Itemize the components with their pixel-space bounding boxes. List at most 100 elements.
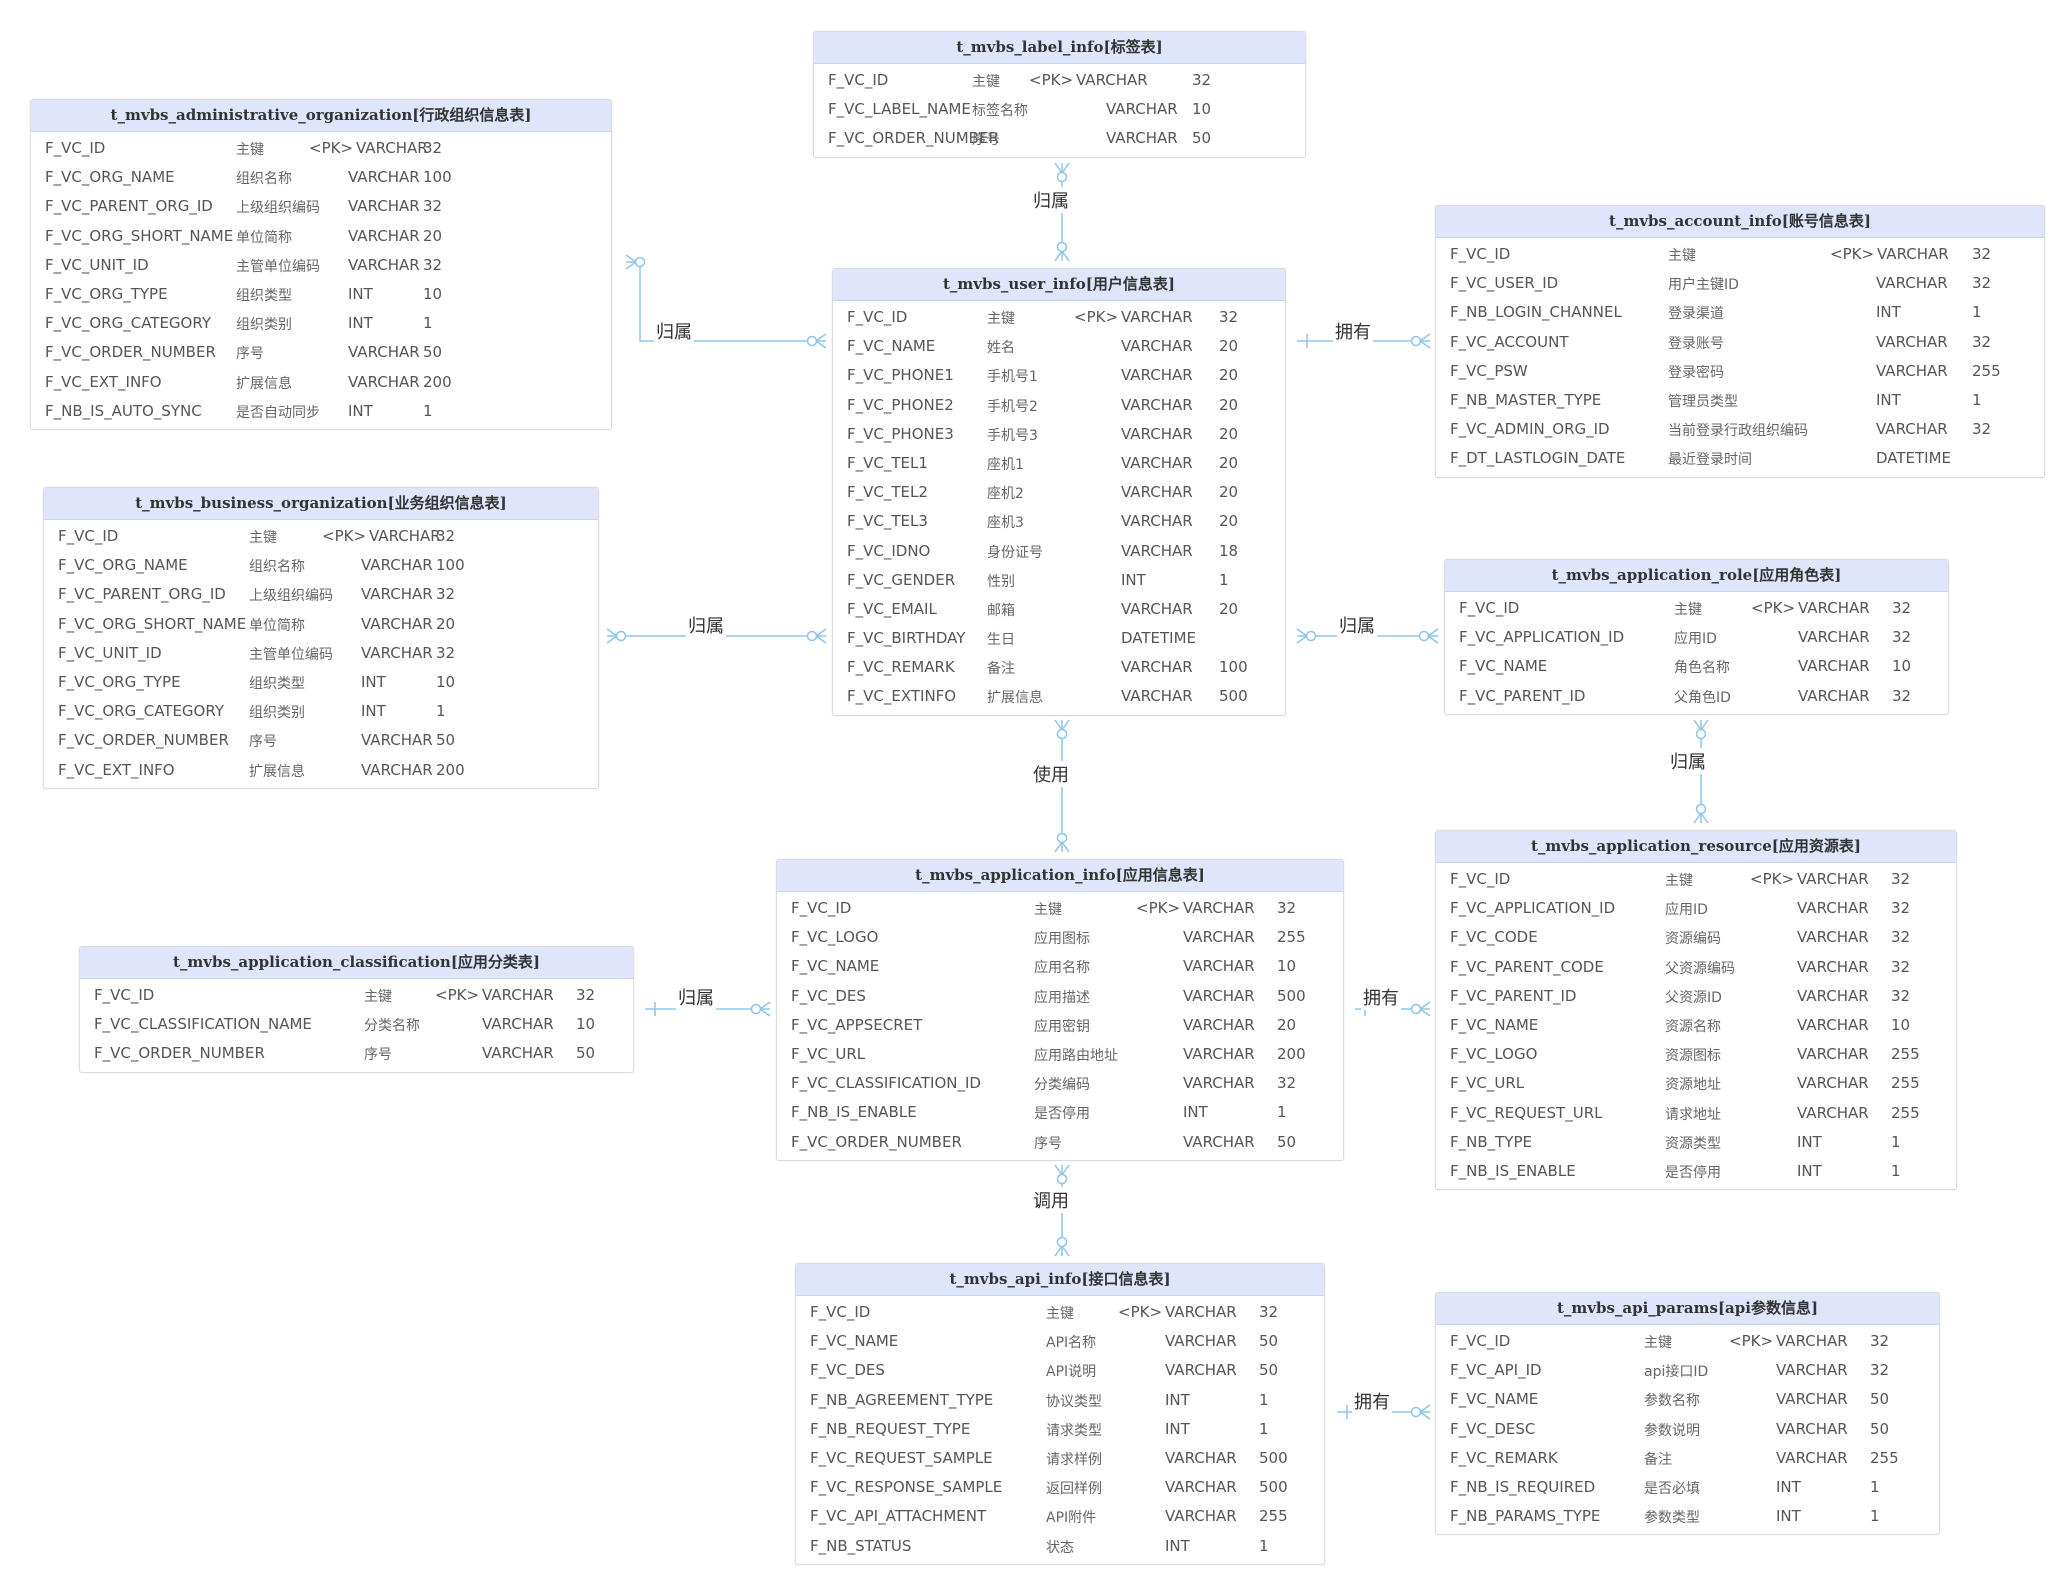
table-row: F_VC_ID 主键 <PK> VARCHAR 32 bbox=[833, 303, 1285, 332]
column-length: 255 bbox=[1891, 1045, 1920, 1064]
column-type: INT bbox=[1876, 390, 1901, 409]
table-row: F_VC_EXT_INFO 扩展信息 VARCHAR 200 bbox=[44, 756, 598, 785]
primary-key-flag: <PK> bbox=[1029, 71, 1074, 89]
column-length: 100 bbox=[1219, 658, 1248, 677]
column-comment: 参数类型 bbox=[1644, 1510, 1700, 1527]
column-type: VARCHAR bbox=[1797, 899, 1869, 918]
table-row: F_VC_NAME API名称 VARCHAR 50 bbox=[796, 1327, 1324, 1356]
table-label[interactable]: t_mvbs_label_info[标签表] F_VC_ID 主键 <PK> VARCH… bbox=[813, 31, 1306, 158]
column-name: F_NB_IS_ENABLE bbox=[1450, 1161, 1576, 1180]
table-api[interactable]: t_mvbs_api_info[接口信息表] F_VC_ID 主键 <PK> VARCH… bbox=[795, 1263, 1325, 1565]
table-row: F_VC_ORG_NAME 组织名称 VARCHAR 100 bbox=[31, 163, 611, 192]
column-length: 10 bbox=[1892, 657, 1912, 676]
table-row: F_NB_AGREEMENT_TYPE 协议类型 INT 1 bbox=[796, 1386, 1324, 1415]
column-name: F_VC_ID bbox=[810, 1303, 871, 1321]
column-comment: 应用路由地址 bbox=[1034, 1047, 1118, 1064]
table-classification[interactable]: t_mvbs_application_classification[应用分类表]… bbox=[79, 946, 634, 1073]
column-comment: 主键 bbox=[364, 989, 392, 1005]
column-name: F_VC_ORDER_NUMBER bbox=[45, 343, 216, 362]
column-type: VARCHAR bbox=[1121, 308, 1193, 326]
column-comment: 主键 bbox=[1034, 902, 1062, 918]
column-comment: 管理员类型 bbox=[1668, 393, 1738, 410]
table-row: F_VC_PHONE2 手机号2 VARCHAR 20 bbox=[833, 391, 1285, 420]
column-type: VARCHAR bbox=[1106, 129, 1178, 148]
column-length: 20 bbox=[1219, 366, 1239, 385]
column-length: 20 bbox=[1277, 1015, 1297, 1034]
column-name: F_VC_ORG_SHORT_NAME bbox=[45, 226, 234, 245]
column-name: F_VC_UNIT_ID bbox=[45, 255, 149, 274]
column-type: VARCHAR bbox=[1121, 512, 1193, 531]
column-length: 1 bbox=[1870, 1507, 1880, 1526]
column-name: F_VC_REQUEST_SAMPLE bbox=[810, 1448, 993, 1467]
column-comment: 分类名称 bbox=[364, 1018, 420, 1035]
crow-foot-mark bbox=[1054, 841, 1063, 853]
column-length: 32 bbox=[1892, 599, 1912, 617]
column-length: 100 bbox=[436, 556, 465, 575]
table-resource[interactable]: t_mvbs_application_resource[应用资源表] F_VC_I… bbox=[1435, 830, 1957, 1191]
column-name: F_VC_DES bbox=[791, 986, 866, 1005]
column-name: F_VC_DESC bbox=[1450, 1419, 1536, 1438]
column-name: F_VC_ORDER_NUMBER bbox=[58, 731, 229, 750]
column-type: INT bbox=[1165, 1536, 1190, 1555]
primary-key-flag: <PK> bbox=[1751, 599, 1796, 617]
optional-circle-mark bbox=[1410, 1406, 1422, 1418]
column-type: INT bbox=[1776, 1477, 1801, 1496]
column-name: F_NB_STATUS bbox=[810, 1536, 912, 1555]
column-comment: 登录账号 bbox=[1668, 335, 1724, 352]
column-comment: 分类编码 bbox=[1034, 1077, 1090, 1094]
table-row: F_VC_REQUEST_URL 请求地址 VARCHAR 255 bbox=[1436, 1099, 1956, 1128]
column-length: 32 bbox=[1259, 1303, 1279, 1321]
column-comment: 应用描述 bbox=[1034, 989, 1090, 1006]
table-row: F_VC_ID 主键 <PK> VARCHAR 32 bbox=[80, 981, 633, 1010]
column-comment: 生日 bbox=[987, 632, 1015, 649]
table-row: F_VC_ORG_TYPE 组织类型 INT 10 bbox=[31, 280, 611, 309]
column-comment: 扩展信息 bbox=[236, 375, 292, 392]
column-type: VARCHAR bbox=[1183, 928, 1255, 947]
column-comment: 参数说明 bbox=[1644, 1422, 1700, 1439]
column-type: VARCHAR bbox=[1797, 1045, 1869, 1064]
column-comment: 上级组织编码 bbox=[236, 200, 320, 217]
table-business[interactable]: t_mvbs_business_organization[业务组织信息表] F_V… bbox=[43, 487, 599, 789]
column-length: 32 bbox=[423, 255, 443, 274]
column-name: F_VC_URL bbox=[1450, 1074, 1525, 1093]
column-name: F_VC_URL bbox=[791, 1044, 866, 1063]
column-type: VARCHAR bbox=[361, 643, 433, 662]
column-length: 1 bbox=[423, 401, 433, 420]
primary-key-flag: <PK> bbox=[1074, 308, 1119, 326]
column-name: F_VC_LOGO bbox=[791, 928, 879, 947]
column-name: F_VC_PSW bbox=[1450, 361, 1528, 380]
column-type: VARCHAR bbox=[1076, 71, 1148, 89]
column-name: F_VC_TEL2 bbox=[847, 483, 928, 502]
column-length: 10 bbox=[1192, 100, 1212, 119]
column-length: 50 bbox=[436, 731, 456, 750]
column-type: VARCHAR bbox=[348, 168, 420, 187]
column-type: INT bbox=[1797, 1132, 1822, 1151]
optional-circle-mark bbox=[1056, 832, 1068, 844]
column-name: F_NB_REQUEST_TYPE bbox=[810, 1419, 971, 1438]
table-admin[interactable]: t_mvbs_administrative_organization[行政组织信… bbox=[30, 99, 612, 430]
crow-foot-mark bbox=[1061, 719, 1070, 731]
column-type: VARCHAR bbox=[1121, 541, 1193, 560]
column-type: DATETIME bbox=[1121, 629, 1197, 648]
column-length: 255 bbox=[1891, 1074, 1920, 1093]
table-title: t_mvbs_user_info[用户信息表] bbox=[833, 269, 1285, 301]
table-account[interactable]: t_mvbs_account_info[账号信息表] F_VC_ID 主键 <PK> V… bbox=[1435, 205, 2045, 478]
column-type: INT bbox=[348, 314, 373, 333]
column-comment: 序号 bbox=[1034, 1135, 1062, 1152]
column-name: F_VC_ORG_CATEGORY bbox=[58, 702, 224, 721]
optional-circle-mark bbox=[806, 335, 818, 347]
column-comment: 手机号1 bbox=[987, 369, 1038, 386]
table-row: F_VC_NAME 姓名 VARCHAR 20 bbox=[833, 332, 1285, 361]
column-name: F_VC_UNIT_ID bbox=[58, 643, 162, 662]
table-row: F_VC_NAME 资源名称 VARCHAR 10 bbox=[1436, 1011, 1956, 1040]
column-comment: 是否停用 bbox=[1665, 1164, 1721, 1181]
table-app[interactable]: t_mvbs_application_info[应用信息表] F_VC_ID 主键 <… bbox=[776, 859, 1344, 1161]
table-user[interactable]: t_mvbs_user_info[用户信息表] F_VC_ID 主键 <PK> VARC… bbox=[832, 268, 1286, 716]
table-role[interactable]: t_mvbs_application_role[应用角色表] F_VC_ID 主键 <… bbox=[1444, 559, 1949, 715]
table-row: F_VC_API_ATTACHMENT API附件 VARCHAR 255 bbox=[796, 1502, 1324, 1531]
crow-foot-mark bbox=[1296, 635, 1308, 644]
table-params[interactable]: t_mvbs_api_params[api参数信息] F_VC_ID 主键 <PK> V… bbox=[1435, 1292, 1940, 1536]
column-type: VARCHAR bbox=[1776, 1419, 1848, 1438]
column-type: VARCHAR bbox=[1121, 658, 1193, 677]
column-name: F_VC_ORG_SHORT_NAME bbox=[58, 614, 247, 633]
